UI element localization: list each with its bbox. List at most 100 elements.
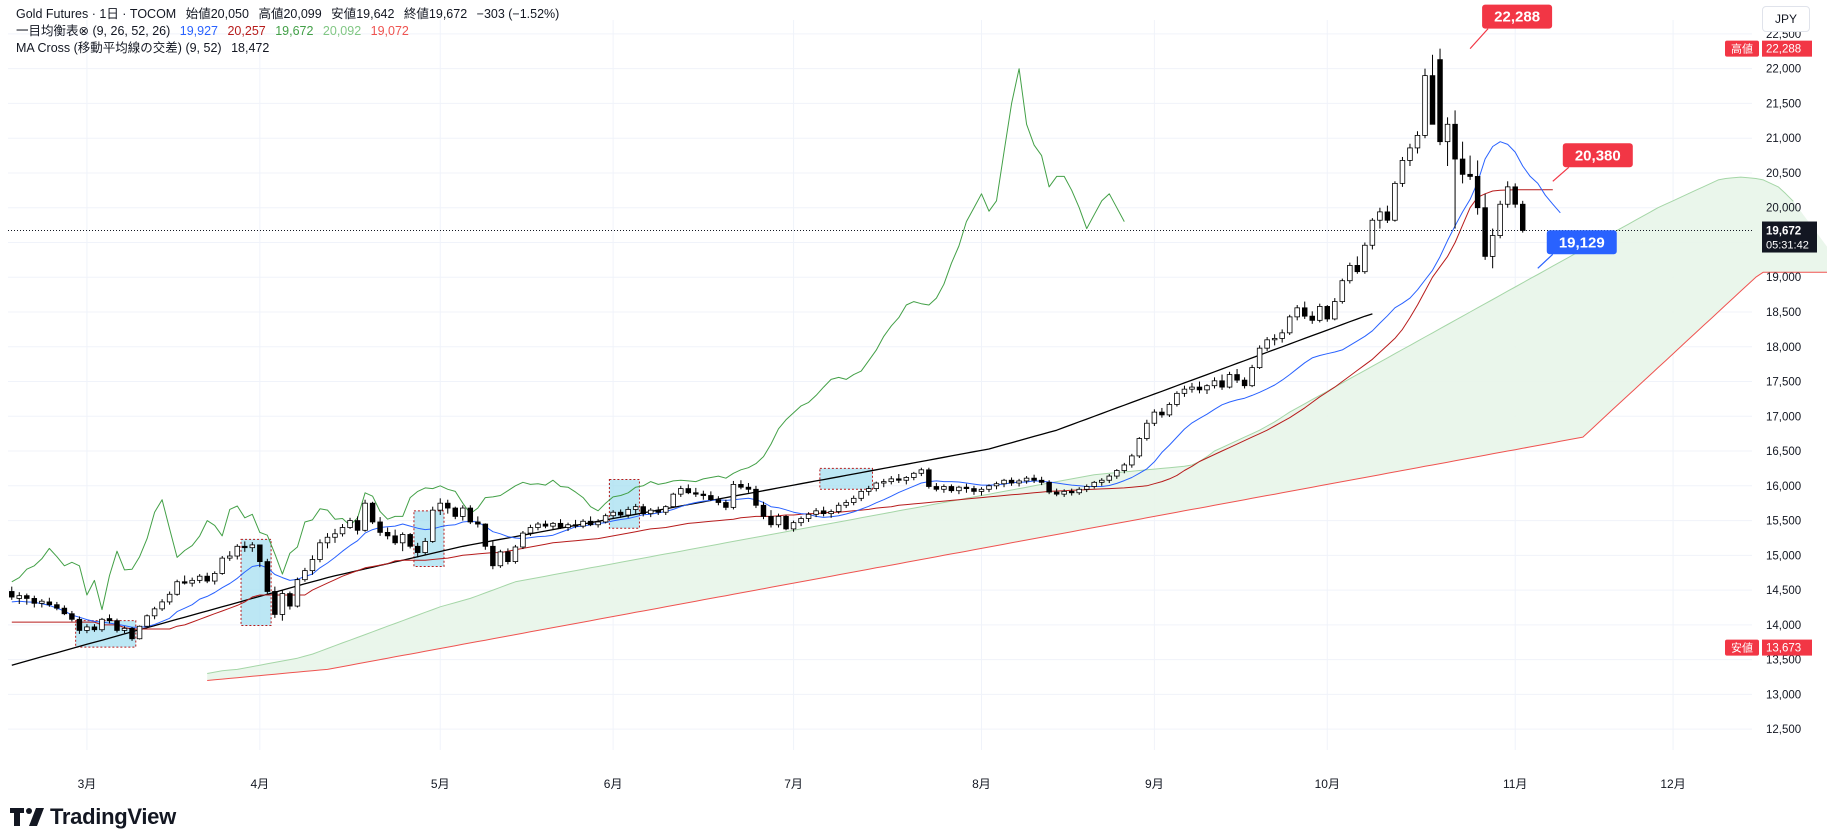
candle-body bbox=[1038, 479, 1045, 483]
candle-body bbox=[384, 531, 391, 537]
candle-body bbox=[1512, 186, 1518, 205]
candle-body bbox=[317, 542, 323, 560]
legend-kijun-value: 20,257 bbox=[227, 24, 266, 38]
candle-body bbox=[414, 545, 421, 553]
candle-body bbox=[31, 598, 38, 604]
legend-chikou-value: 19,672 bbox=[275, 24, 314, 38]
candle-body bbox=[1166, 404, 1173, 416]
legend-open: 20,050 bbox=[210, 7, 249, 21]
candle-body bbox=[610, 511, 616, 517]
candle-body bbox=[1279, 332, 1285, 339]
candle-body bbox=[1467, 173, 1473, 177]
candle-body bbox=[700, 493, 707, 496]
candle-body bbox=[738, 484, 744, 488]
annotation-badge bbox=[1482, 4, 1553, 29]
candle-body bbox=[1016, 480, 1022, 484]
candle-body bbox=[1256, 347, 1263, 369]
candle-body bbox=[166, 593, 173, 603]
x-axis-tick-label: 4月 bbox=[250, 777, 269, 791]
x-axis-tick-label: 6月 bbox=[604, 777, 623, 791]
candle-body bbox=[1519, 203, 1526, 231]
ichimoku-span-a-line bbox=[207, 176, 1794, 674]
y-axis-tick-label: 21,000 bbox=[1766, 133, 1801, 145]
candle-body bbox=[339, 527, 346, 535]
candle-body bbox=[1332, 301, 1338, 320]
candle-body bbox=[1459, 158, 1466, 175]
tradingview-logo[interactable]: TradingView bbox=[10, 804, 176, 830]
candle-body bbox=[1001, 479, 1007, 485]
candle-body bbox=[723, 502, 729, 508]
candle-body bbox=[512, 546, 519, 562]
candle-body bbox=[1377, 211, 1383, 221]
candle-body bbox=[324, 536, 331, 544]
candle-body bbox=[1091, 481, 1097, 487]
candle-body bbox=[1414, 135, 1421, 149]
candle-body bbox=[1061, 490, 1067, 495]
ichimoku-kijun-line bbox=[11, 189, 1553, 630]
candle-body bbox=[362, 502, 368, 531]
candle-body bbox=[963, 486, 970, 489]
candle-body bbox=[46, 601, 53, 606]
candle-body bbox=[242, 545, 248, 549]
legend-symbol: Gold Futures · 1日 · TOCOM bbox=[16, 7, 177, 21]
candle-body bbox=[1271, 338, 1278, 341]
low-tag-label: 安値 bbox=[1731, 641, 1753, 655]
candle-body bbox=[84, 626, 90, 631]
candle-body bbox=[798, 518, 804, 524]
legend-ma-row[interactable]: MA Cross (移動平均線の交差) (9, 52) 18,472 bbox=[16, 40, 559, 57]
legend-symbol-row[interactable]: Gold Futures · 1日 · TOCOM 始値20,050 高値20,… bbox=[16, 6, 559, 23]
candle-body bbox=[1474, 176, 1481, 209]
candle-body bbox=[685, 488, 692, 494]
candle-body bbox=[1317, 306, 1323, 321]
x-axis-tick-label: 8月 bbox=[972, 777, 991, 791]
legend-close-label: 終値 bbox=[403, 7, 429, 21]
candle-body bbox=[1392, 182, 1398, 221]
candle-body bbox=[1204, 385, 1210, 391]
currency-button[interactable]: JPY bbox=[1762, 6, 1810, 32]
candle-body bbox=[61, 607, 68, 615]
countdown-label: 05:31:42 bbox=[1766, 240, 1809, 252]
x-axis-tick-label: 3月 bbox=[78, 777, 97, 791]
candle-body bbox=[1226, 374, 1233, 388]
candle-body bbox=[978, 488, 985, 492]
candle-body bbox=[873, 482, 879, 489]
candle-body bbox=[1339, 280, 1346, 302]
candle-body bbox=[159, 601, 165, 610]
high-value-badge bbox=[1762, 40, 1812, 57]
candle-body bbox=[1354, 265, 1361, 273]
legend-change: −303 (−1.52%) bbox=[476, 7, 560, 21]
candle-body bbox=[1437, 59, 1443, 143]
candle-body bbox=[760, 504, 767, 517]
y-axis-tick-label: 13,500 bbox=[1766, 655, 1801, 667]
candle-body bbox=[497, 551, 504, 567]
candle-body bbox=[971, 488, 977, 492]
highlight-box bbox=[413, 510, 445, 567]
legend-ichimoku-row[interactable]: 一目均衡表⊗ (9, 26, 52, 26) 19,927 20,257 19,… bbox=[16, 23, 559, 40]
candle-body bbox=[196, 575, 203, 581]
candle-body bbox=[1076, 488, 1082, 494]
candle-body bbox=[369, 502, 376, 523]
candle-body bbox=[1008, 479, 1015, 484]
candle-body bbox=[1159, 411, 1165, 416]
legend-ma-name: MA Cross (移動平均線の交差) (9, 52) bbox=[16, 41, 222, 55]
candle-body bbox=[527, 527, 534, 534]
candle-body bbox=[1181, 388, 1188, 394]
candle-body bbox=[1399, 160, 1406, 184]
candle-body bbox=[820, 510, 827, 515]
candle-body bbox=[332, 533, 338, 538]
candle-body bbox=[1083, 486, 1090, 490]
candle-body bbox=[790, 522, 797, 530]
candle-body bbox=[144, 615, 150, 627]
y-axis-tick-label: 20,000 bbox=[1766, 203, 1801, 215]
annotation-label: 20,380 bbox=[1575, 147, 1621, 164]
candle-body bbox=[918, 469, 925, 474]
candle-body bbox=[828, 511, 834, 515]
candle-body bbox=[174, 581, 180, 595]
candle-body bbox=[294, 579, 301, 607]
candle-body bbox=[542, 523, 549, 527]
candle-body bbox=[926, 469, 932, 487]
candle-body bbox=[775, 516, 782, 526]
x-axis-tick-label: 9月 bbox=[1145, 777, 1164, 791]
candle-body bbox=[632, 506, 639, 510]
